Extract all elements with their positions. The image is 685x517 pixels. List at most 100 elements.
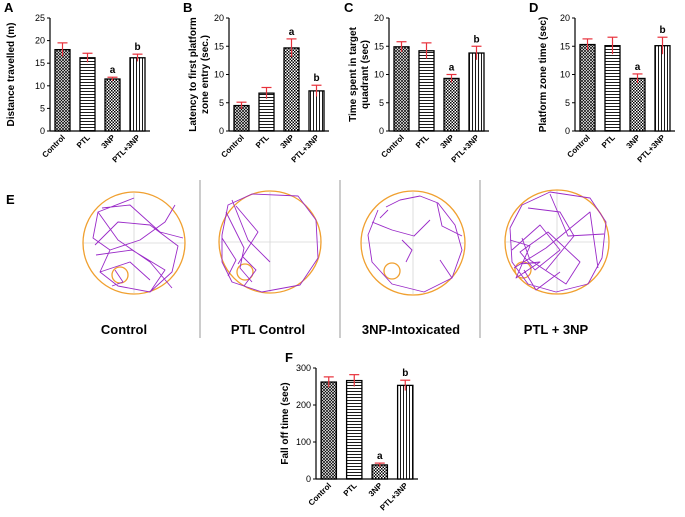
x-tick-label: PTL: [254, 133, 271, 150]
y-axis-label: quadrant (sec): [360, 40, 371, 109]
panel-letter: F: [285, 350, 293, 365]
y-axis-label: Fall off time (sec): [280, 382, 291, 464]
x-tick-label: PTL: [342, 481, 359, 498]
y-axis-label: Platform zone time (sec): [538, 17, 549, 133]
bar: [258, 92, 275, 132]
arena-ptl-3np: [504, 189, 610, 295]
bar: [443, 77, 460, 132]
significance-label: a: [110, 65, 116, 76]
y-tick-label: 200: [296, 400, 311, 410]
x-tick-label: PTL: [75, 133, 92, 150]
chart-c: C 0 5 10 15 20 Time spent in target quadrant (s…: [344, 0, 489, 164]
y-tick-label: 5: [40, 103, 45, 113]
bar: [393, 46, 410, 132]
chart-d: D 0 5 10 15 20 Platform zone time (sec) Control…: [529, 0, 675, 164]
y-tick-label: 10: [374, 70, 384, 80]
y-tick-label: 0: [40, 126, 45, 136]
x-tick-label: PTL+3NP: [636, 133, 668, 165]
significance-label: b: [402, 368, 408, 379]
panel-e-tracks: E: [6, 180, 610, 338]
significance-label: a: [635, 62, 641, 73]
y-tick-label: 15: [214, 41, 224, 51]
bar: [629, 77, 646, 132]
panel-letter: D: [529, 0, 538, 15]
chart-b: B 0 5 10 15 20 Latency to first platform zone e…: [183, 0, 329, 164]
bar: [283, 47, 300, 132]
significance-label: b: [134, 42, 140, 53]
panel-letter: A: [4, 0, 14, 15]
x-tick-label: 3NP: [100, 133, 118, 151]
y-tick-label: 0: [379, 126, 384, 136]
track-caption-control: Control: [101, 322, 147, 337]
y-tick-label: 15: [374, 41, 384, 51]
bar: [104, 78, 121, 132]
x-tick-label: PTL+3NP: [290, 133, 322, 165]
bar: [654, 45, 671, 132]
panel-letter-e: E: [6, 192, 15, 207]
y-tick-label: 10: [35, 81, 45, 91]
y-axis-label: Latency to first platform: [188, 17, 199, 132]
x-tick-label: Control: [379, 133, 405, 159]
y-tick-label: 5: [379, 98, 384, 108]
y-tick-label: 20: [35, 36, 45, 46]
y-axis-label: zone entry (sec.): [200, 35, 211, 114]
y-tick-label: 5: [565, 98, 570, 108]
bar: [468, 52, 485, 132]
track-caption-ptl-3np: PTL + 3NP: [524, 322, 589, 337]
y-tick-label: 20: [214, 13, 224, 23]
track-caption-3np-intoxicated: 3NP-Intoxicated: [362, 322, 460, 337]
significance-label: a: [377, 451, 383, 462]
y-tick-label: 10: [560, 70, 570, 80]
bar: [345, 379, 363, 480]
bar: [308, 90, 325, 132]
y-tick-label: 20: [560, 13, 570, 23]
bar: [320, 381, 338, 480]
y-axis-label: Time spent in target: [348, 26, 359, 122]
bar: [604, 45, 621, 132]
y-tick-label: 20: [374, 13, 384, 23]
x-tick-label: PTL+3NP: [378, 481, 410, 513]
y-axis-label: Distance travelled (m): [6, 23, 17, 127]
significance-label: b: [313, 73, 319, 84]
y-tick-label: 0: [219, 126, 224, 136]
y-tick-label: 25: [35, 13, 45, 23]
track-caption-ptl-control: PTL Control: [231, 322, 305, 337]
chart-a: A 0 5 10 15 20 25 Distance travelled (m) Control…: [4, 0, 150, 164]
arena-3np: [360, 190, 466, 296]
y-tick-label: 0: [565, 126, 570, 136]
bar: [233, 104, 250, 132]
y-tick-label: 300: [296, 363, 311, 373]
x-tick-label: Control: [565, 133, 591, 159]
y-tick-label: 10: [214, 70, 224, 80]
bar: [418, 50, 435, 132]
significance-label: b: [473, 34, 479, 45]
x-tick-label: 3NP: [279, 133, 297, 151]
y-tick-label: 15: [560, 41, 570, 51]
bar: [371, 464, 389, 480]
x-tick-label: PTL+3NP: [450, 133, 482, 165]
arena-control: [82, 191, 186, 295]
x-tick-label: PTL: [600, 133, 617, 150]
bar: [54, 48, 71, 132]
x-tick-label: 3NP: [439, 133, 457, 151]
significance-label: a: [289, 27, 295, 38]
y-tick-label: 5: [219, 98, 224, 108]
x-tick-label: Control: [40, 133, 66, 159]
bar: [129, 57, 146, 132]
y-tick-label: 15: [35, 58, 45, 68]
y-tick-label: 0: [306, 474, 311, 484]
bar: [396, 384, 414, 480]
x-tick-label: PTL: [414, 133, 431, 150]
x-tick-label: 3NP: [625, 133, 643, 151]
x-tick-label: Control: [307, 481, 333, 507]
x-tick-label: 3NP: [367, 481, 385, 499]
panel-letter: B: [183, 0, 192, 15]
panel-letter: C: [344, 0, 354, 15]
bar: [579, 43, 596, 132]
chart-f: F 0 100 200 300 Fall off time (sec) Control PTL…: [280, 350, 418, 512]
y-tick-label: 100: [296, 437, 311, 447]
bar: [79, 57, 96, 132]
x-tick-label: Control: [219, 133, 245, 159]
x-tick-label: PTL+3NP: [111, 133, 143, 165]
